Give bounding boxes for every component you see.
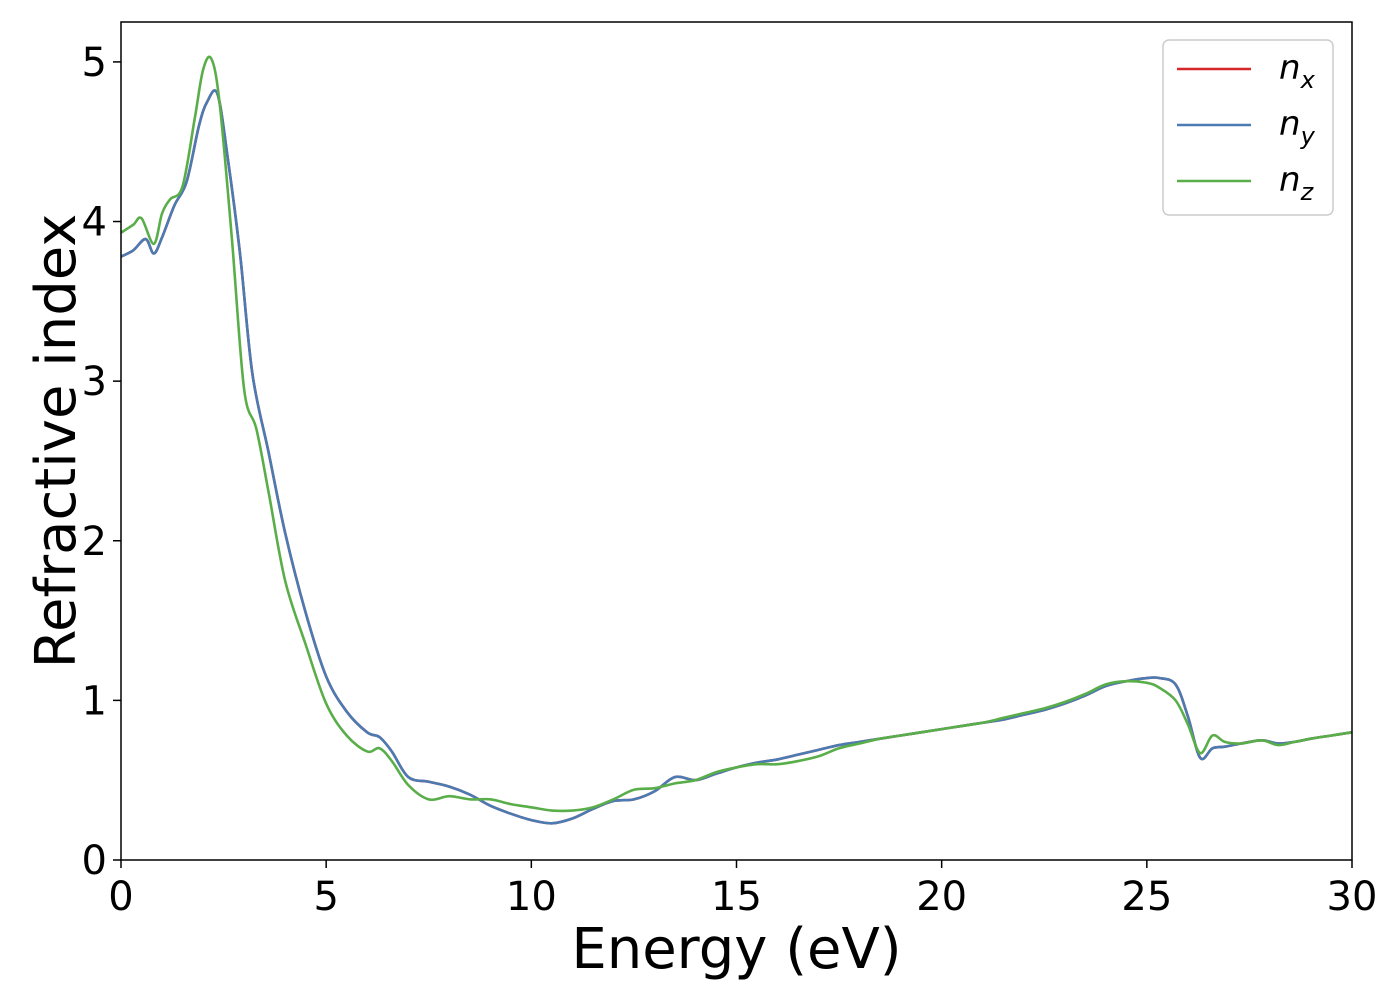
y-tick-label: 5	[82, 40, 107, 86]
legend-item-nx: nx	[1177, 48, 1316, 94]
x-axis-label: Energy (eV)	[571, 917, 901, 982]
x-tick-label: 10	[506, 874, 557, 920]
x-tick-label: 15	[711, 874, 762, 920]
x-tick-label: 20	[916, 874, 967, 920]
x-axis-ticks: 0 5 10 15 20 25 30	[108, 860, 1377, 920]
series-line-ny	[121, 89, 1352, 825]
legend-box	[1162, 39, 1334, 216]
y-tick-label: 3	[82, 359, 107, 405]
x-tick-label: 25	[1121, 874, 1172, 920]
y-tick-label: 0	[82, 838, 107, 884]
legend-item-nz: nz	[1177, 160, 1315, 206]
y-axis-ticks: 0 1 2 3 4 5	[82, 40, 121, 884]
y-tick-label: 4	[82, 200, 107, 246]
series-layer	[121, 55, 1352, 825]
x-tick-label: 0	[108, 874, 133, 920]
y-tick-label: 1	[82, 678, 107, 724]
y-tick-label: 2	[82, 519, 107, 565]
legend-label: ny	[1279, 104, 1316, 150]
x-tick-label: 5	[313, 874, 338, 920]
legend-label: nx	[1279, 48, 1316, 94]
y-axis-label: Refractive index	[24, 214, 89, 669]
x-tick-label: 30	[1327, 874, 1378, 920]
legend-item-ny: ny	[1177, 104, 1316, 150]
legend-label: nz	[1279, 160, 1315, 206]
legend: nx ny nz	[1162, 39, 1334, 216]
series-line-nz	[121, 55, 1352, 813]
